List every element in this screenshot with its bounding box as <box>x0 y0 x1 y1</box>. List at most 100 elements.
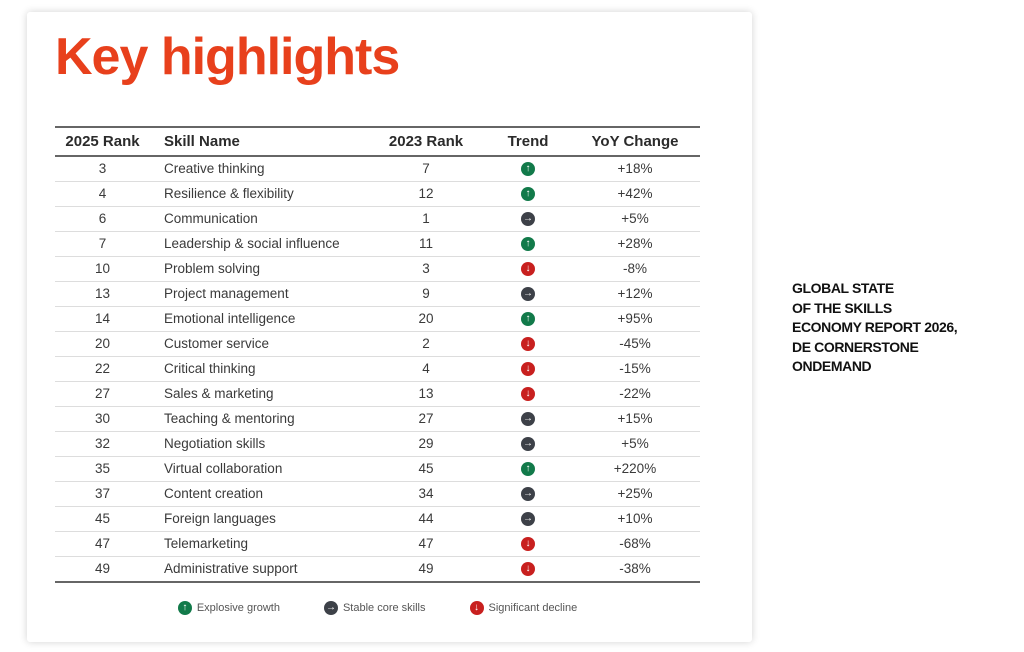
rank-2023-cell: 34 <box>366 481 486 507</box>
trend-cell: ↓ <box>486 381 570 407</box>
rank-2025-cell: 10 <box>55 256 150 282</box>
skill-name-cell: Leadership & social influence <box>150 231 366 257</box>
table-header-row: 2025 Rank Skill Name 2023 Rank Trend YoY… <box>55 126 700 157</box>
skill-name-cell: Foreign languages <box>150 506 366 532</box>
table-row: 20 Customer service 2 ↓ -45% <box>55 331 700 357</box>
legend-label: Explosive growth <box>196 602 280 614</box>
arrow-down-circle-icon: ↓ <box>521 387 535 402</box>
trend-cell: ↑ <box>486 156 570 182</box>
trend-cell: → <box>486 206 570 232</box>
rank-2025-cell: 45 <box>55 506 150 532</box>
trend-cell: ↑ <box>486 231 570 257</box>
trend-cell: → <box>486 481 570 507</box>
trend-cell: ↓ <box>486 256 570 282</box>
rank-2025-cell: 49 <box>55 556 150 583</box>
rank-2023-cell: 11 <box>366 231 486 257</box>
yoy-change-cell: +5% <box>570 206 700 232</box>
rank-2025-cell: 37 <box>55 481 150 507</box>
rank-2023-cell: 47 <box>366 531 486 557</box>
table-row: 27 Sales & marketing 13 ↓ -22% <box>55 381 700 407</box>
rank-2025-cell: 20 <box>55 331 150 357</box>
rank-2025-cell: 35 <box>55 456 150 482</box>
skill-name-cell: Critical thinking <box>150 356 366 382</box>
trend-cell: ↓ <box>486 556 570 583</box>
page-title: Key highlights <box>55 28 400 86</box>
legend-item-down: ↓ Significant decline <box>469 601 578 615</box>
source-note-line: OF THE SKILLS <box>792 299 892 316</box>
legend-label: Significant decline <box>488 602 578 614</box>
table-row: 7 Leadership & social influence 11 ↑ +28% <box>55 231 700 257</box>
skill-name-cell: Content creation <box>150 481 366 507</box>
skill-name-cell: Resilience & flexibility <box>150 181 366 207</box>
arrow-down-circle-icon: ↓ <box>521 362 535 377</box>
arrow-right-circle-icon: → <box>521 437 535 452</box>
table-row: 22 Critical thinking 4 ↓ -15% <box>55 356 700 382</box>
arrow-up-circle-icon: ↑ <box>521 237 535 252</box>
skill-name-cell: Sales & marketing <box>150 381 366 407</box>
yoy-change-cell: -38% <box>570 556 700 583</box>
skill-name-cell: Problem solving <box>150 256 366 282</box>
table-section: 2025 Rank Skill Name 2023 Rank Trend YoY… <box>55 126 700 615</box>
skill-name-cell: Telemarketing <box>150 531 366 557</box>
yoy-change-cell: +42% <box>570 181 700 207</box>
legend: ↑ Explosive growth → Stable core skills ↓ Sig… <box>55 601 700 615</box>
legend-label: Stable core skills <box>342 602 426 614</box>
header-2025-rank: 2025 Rank <box>55 126 150 157</box>
table-row: 35 Virtual collaboration 45 ↑ +220% <box>55 456 700 482</box>
table-row: 49 Administrative support 49 ↓ -38% <box>55 556 700 583</box>
rank-2025-cell: 22 <box>55 356 150 382</box>
yoy-change-cell: +15% <box>570 406 700 432</box>
rank-2025-cell: 30 <box>55 406 150 432</box>
source-note: GLOBAL STATE OF THE SKILLS ECONOMY REPORT … <box>792 279 958 377</box>
rank-2023-cell: 7 <box>366 156 486 182</box>
skill-name-cell: Teaching & mentoring <box>150 406 366 432</box>
skill-name-cell: Administrative support <box>150 556 366 583</box>
trend-cell: → <box>486 281 570 307</box>
rank-2023-cell: 12 <box>366 181 486 207</box>
rank-2023-cell: 44 <box>366 506 486 532</box>
trend-cell: ↑ <box>486 181 570 207</box>
header-yoy-change: YoY Change <box>570 126 700 157</box>
yoy-change-cell: -8% <box>570 256 700 282</box>
skills-table: 2025 Rank Skill Name 2023 Rank Trend YoY… <box>55 126 700 583</box>
table-row: 6 Communication 1 → +5% <box>55 206 700 232</box>
rank-2025-cell: 4 <box>55 181 150 207</box>
rank-2023-cell: 4 <box>366 356 486 382</box>
arrow-up-circle-icon: ↑ <box>521 162 535 177</box>
header-skill-name: Skill Name <box>150 126 366 157</box>
rank-2025-cell: 6 <box>55 206 150 232</box>
trend-cell: ↓ <box>486 356 570 382</box>
arrow-down-circle-icon: ↓ <box>521 537 535 552</box>
yoy-change-cell: -15% <box>570 356 700 382</box>
rank-2023-cell: 49 <box>366 556 486 583</box>
arrow-up-circle-icon: ↑ <box>521 462 535 477</box>
table-row: 47 Telemarketing 47 ↓ -68% <box>55 531 700 557</box>
rank-2025-cell: 32 <box>55 431 150 457</box>
yoy-change-cell: +220% <box>570 456 700 482</box>
table-row: 10 Problem solving 3 ↓ -8% <box>55 256 700 282</box>
arrow-down-circle-icon: ↓ <box>521 562 535 577</box>
source-note-line: DE CORNERSTONE <box>792 338 919 355</box>
arrow-right-circle-icon: → <box>521 212 535 227</box>
source-note-line: ONDEMAND <box>792 358 872 374</box>
trend-cell: ↑ <box>486 306 570 332</box>
trend-cell: → <box>486 431 570 457</box>
table-row: 3 Creative thinking 7 ↑ +18% <box>55 156 700 182</box>
arrow-right-circle-icon: → <box>521 512 535 527</box>
yoy-change-cell: +25% <box>570 481 700 507</box>
skill-name-cell: Communication <box>150 206 366 232</box>
trend-cell: ↓ <box>486 331 570 357</box>
legend-item-stable: → Stable core skills <box>323 601 426 615</box>
table-row: 37 Content creation 34 → +25% <box>55 481 700 507</box>
skill-name-cell: Creative thinking <box>150 156 366 182</box>
rank-2023-cell: 9 <box>366 281 486 307</box>
rank-2025-cell: 14 <box>55 306 150 332</box>
rank-2025-cell: 7 <box>55 231 150 257</box>
yoy-change-cell: +10% <box>570 506 700 532</box>
table-row: 14 Emotional intelligence 20 ↑ +95% <box>55 306 700 332</box>
legend-item-up: ↑ Explosive growth <box>177 601 280 615</box>
skill-name-cell: Project management <box>150 281 366 307</box>
header-2023-rank: 2023 Rank <box>366 126 486 157</box>
rank-2025-cell: 47 <box>55 531 150 557</box>
rank-2023-cell: 3 <box>366 256 486 282</box>
